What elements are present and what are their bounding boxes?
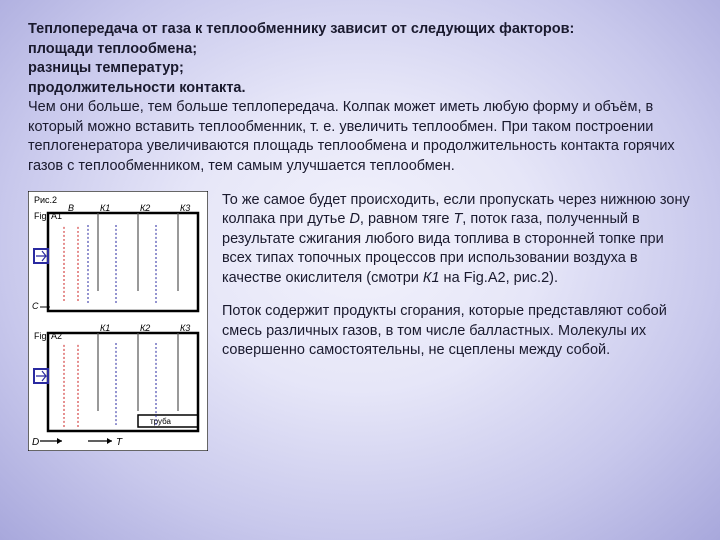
top-body: Чем они больше, тем больше теплопередача… (28, 99, 675, 174)
svg-text:К3: К3 (180, 323, 190, 333)
svg-text:C: C (32, 301, 39, 311)
factor-2: разницы температур; (28, 60, 184, 76)
svg-text:B: B (68, 203, 74, 213)
svg-text:К1: К1 (100, 323, 110, 333)
svg-text:К1: К1 (100, 203, 110, 213)
figure-ris2: Рис.2 Fig. A1 B К1 К2 К3 (28, 191, 208, 451)
heading: Теплопередача от газа к теплообменнику з… (28, 21, 574, 37)
svg-text:D: D (32, 437, 39, 448)
svg-text:К2: К2 (140, 203, 150, 213)
svg-text:К3: К3 (180, 203, 190, 213)
svg-text:труба: труба (150, 417, 172, 426)
side-paragraph-2: Поток содержит продукты сгорания, которы… (222, 302, 692, 361)
side-text-block: То же самое будет происходить, если проп… (222, 191, 692, 451)
top-text-block: Теплопередача от газа к теплообменнику з… (28, 20, 692, 177)
factor-3: продолжительности контакта. (28, 80, 246, 96)
side-paragraph-1: То же самое будет происходить, если проп… (222, 191, 692, 289)
svg-text:T: T (116, 437, 123, 448)
svg-text:К2: К2 (140, 323, 150, 333)
factor-1: площади теплообмена; (28, 41, 197, 57)
fig-title-label: Рис.2 (34, 195, 57, 205)
